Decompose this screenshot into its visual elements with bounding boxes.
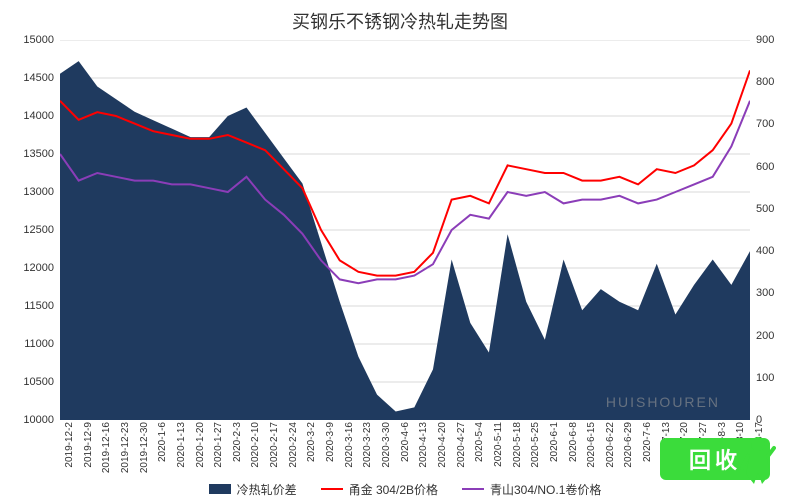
x-tick: 2020-1-27 bbox=[213, 422, 224, 468]
legend-label: 青山304/NO.1卷价格 bbox=[490, 481, 601, 498]
x-tick: 2020-7-6 bbox=[642, 422, 653, 462]
stamp-badge: 回收 bbox=[660, 438, 770, 480]
x-tick: 2020-3-30 bbox=[381, 422, 392, 468]
x-tick: 2020-3-9 bbox=[325, 422, 336, 462]
x-tick: 2020-2-3 bbox=[232, 422, 243, 462]
stamp-figure-icon bbox=[740, 434, 776, 484]
x-tick: 2020-4-13 bbox=[418, 422, 429, 468]
legend-swatch bbox=[321, 488, 343, 490]
x-tick: 2019-12-23 bbox=[120, 422, 131, 473]
x-tick: 2020-5-11 bbox=[493, 422, 504, 467]
x-tick: 2020-4-20 bbox=[437, 422, 448, 468]
x-tick: 2019-12-30 bbox=[139, 422, 150, 473]
y-tick-left: 12500 bbox=[23, 224, 54, 236]
chart-container: 买钢乐不锈钢冷热轧走势图 10000 10500 11000 11500 12000 12… bbox=[0, 0, 800, 500]
x-tick: 2020-3-2 bbox=[306, 422, 317, 462]
y-tick-right: 700 bbox=[756, 118, 774, 130]
y-tick-right: 900 bbox=[756, 34, 774, 46]
x-tick: 2020-5-4 bbox=[474, 422, 485, 462]
y-tick-left: 11500 bbox=[24, 300, 54, 312]
legend-swatch bbox=[209, 484, 231, 494]
x-tick: 2020-2-10 bbox=[250, 422, 261, 468]
x-tick: 2020-1-13 bbox=[176, 422, 187, 468]
area-series bbox=[60, 61, 750, 420]
x-tick: 2020-4-6 bbox=[400, 422, 411, 462]
x-tick: 2020-6-1 bbox=[549, 422, 560, 462]
plot-area bbox=[60, 40, 750, 420]
x-tick: 2019-12-9 bbox=[83, 422, 94, 468]
y-tick-right: 800 bbox=[756, 76, 774, 88]
plot-svg bbox=[60, 40, 750, 420]
watermark-text: HUISHOUREN bbox=[606, 394, 720, 410]
legend-label: 甬金 304/2B价格 bbox=[349, 481, 438, 498]
y-tick-right: 500 bbox=[756, 203, 774, 215]
x-tick: 2020-2-24 bbox=[288, 422, 299, 468]
y-axis-right: 0100200300400500600700800900 bbox=[750, 40, 800, 420]
y-tick-right: 200 bbox=[756, 330, 774, 342]
x-tick: 2020-4-27 bbox=[456, 422, 467, 468]
x-tick: 2020-1-6 bbox=[157, 422, 168, 462]
legend-swatch bbox=[462, 488, 484, 490]
x-tick: 2020-1-20 bbox=[195, 422, 206, 468]
legend-item: 冷热轧价差 bbox=[209, 481, 297, 498]
y-tick-right: 400 bbox=[756, 245, 774, 257]
y-axis-left: 1000010500110001150012000125001300013500… bbox=[0, 40, 60, 420]
y-tick-left: 15000 bbox=[23, 34, 54, 46]
y-tick-right: 100 bbox=[756, 372, 774, 384]
x-tick: 2020-3-16 bbox=[344, 422, 355, 468]
x-tick: 2020-5-25 bbox=[530, 422, 541, 468]
x-tick: 2020-3-23 bbox=[362, 422, 373, 468]
y-tick-left: 10000 bbox=[23, 414, 54, 426]
legend: 冷热轧价差 甬金 304/2B价格 青山304/NO.1卷价格 bbox=[60, 480, 750, 498]
legend-item: 甬金 304/2B价格 bbox=[321, 481, 438, 498]
y-tick-left: 10500 bbox=[23, 376, 54, 388]
x-tick: 2019-12-16 bbox=[101, 422, 112, 473]
y-tick-left: 12000 bbox=[23, 262, 54, 274]
y-tick-left: 11000 bbox=[24, 338, 54, 350]
x-tick: 2020-6-8 bbox=[568, 422, 579, 462]
y-tick-left: 13000 bbox=[23, 186, 54, 198]
chart-title: 买钢乐不锈钢冷热轧走势图 bbox=[0, 0, 800, 34]
y-tick-right: 300 bbox=[756, 287, 774, 299]
x-tick: 2020-6-15 bbox=[586, 422, 597, 468]
x-tick: 2020-6-22 bbox=[605, 422, 616, 468]
x-tick: 2020-6-29 bbox=[623, 422, 634, 468]
x-tick: 2019-12-2 bbox=[64, 422, 75, 468]
x-tick: 2020-2-17 bbox=[269, 422, 280, 468]
legend-item: 青山304/NO.1卷价格 bbox=[462, 481, 601, 498]
y-tick-left: 13500 bbox=[23, 148, 54, 160]
y-tick-left: 14500 bbox=[23, 72, 54, 84]
x-tick: 2020-5-18 bbox=[512, 422, 523, 468]
legend-label: 冷热轧价差 bbox=[237, 481, 297, 498]
y-tick-left: 14000 bbox=[23, 110, 54, 122]
y-tick-right: 600 bbox=[756, 161, 774, 173]
